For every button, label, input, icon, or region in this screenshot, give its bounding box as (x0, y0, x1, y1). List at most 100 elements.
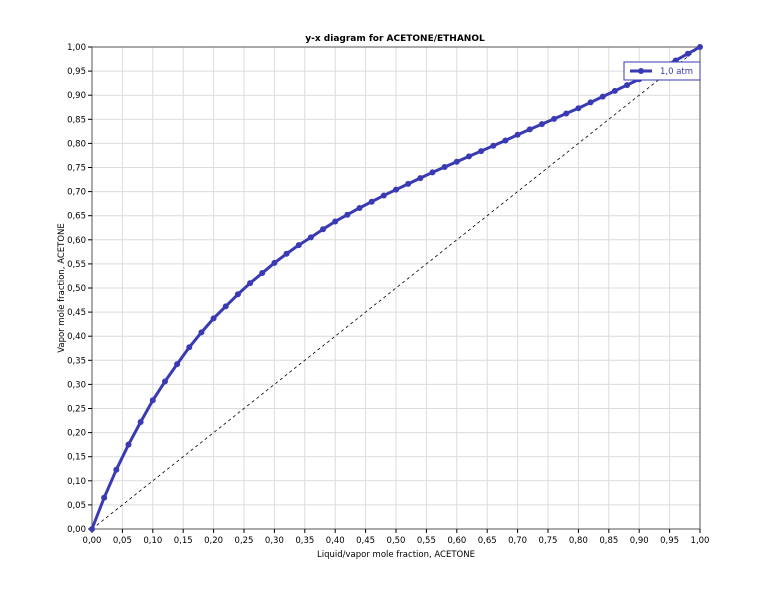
data-point (465, 153, 472, 160)
data-point (551, 115, 558, 122)
legend: 1,0 atm (623, 61, 701, 81)
x-tick-label: 0,45 (356, 536, 375, 546)
x-tick-label: 0,90 (630, 536, 649, 546)
data-point (247, 280, 254, 287)
data-point (307, 234, 314, 241)
data-point (89, 526, 95, 532)
y-tick-label: 0,95 (67, 67, 86, 77)
x-tick-label: 0,65 (478, 536, 497, 546)
x-tick-label: 0,30 (265, 536, 284, 546)
data-point (405, 180, 412, 187)
x-tick-label: 0,80 (569, 536, 588, 546)
data-point (697, 44, 703, 50)
y-tick-label: 0,60 (67, 236, 86, 246)
data-point (624, 82, 631, 89)
x-tick-label: 0,70 (508, 536, 527, 546)
x-axis-ticks: 0,00 0,05 0,10 0,15 0,20 0,25 0,30 0,35 0,40 0,45… (83, 529, 710, 546)
data-point (295, 242, 302, 249)
data-point (417, 175, 424, 182)
x-tick-label: 0,40 (326, 536, 345, 546)
x-tick-label: 0,95 (660, 536, 679, 546)
data-point (344, 211, 351, 218)
data-point (563, 110, 570, 117)
data-point (161, 378, 168, 385)
y-axis-ticks: 0,00 0,05 0,10 0,15 0,20 0,25 0,30 0,35 0,40 0,45… (67, 43, 92, 535)
data-point (186, 344, 193, 351)
data-point (271, 259, 278, 266)
x-tick-label: 0,20 (204, 536, 223, 546)
data-point (283, 250, 290, 257)
data-point (101, 494, 108, 501)
x-tick-label: 0,85 (599, 536, 618, 546)
x-tick-label: 0,10 (143, 536, 162, 546)
y-tick-label: 0,15 (67, 453, 86, 463)
data-point (149, 397, 156, 404)
data-point (599, 93, 606, 100)
y-tick-label: 0,20 (67, 429, 86, 439)
y-tick-label: 0,25 (67, 405, 86, 415)
data-point (587, 99, 594, 106)
data-point (259, 270, 266, 277)
data-point (125, 441, 132, 448)
data-point (514, 131, 521, 138)
data-point (502, 137, 509, 144)
x-tick-label: 1,00 (691, 536, 710, 546)
x-tick-label: 0,35 (295, 536, 314, 546)
y-tick-label: 0,85 (67, 115, 86, 125)
legend-marker (638, 68, 644, 74)
legend-label: 1,0 atm (660, 67, 693, 77)
y-tick-label: 0,90 (67, 91, 86, 101)
x-tick-label: 0,25 (235, 536, 254, 546)
data-point (210, 315, 217, 322)
y-axis-label: Vapor mole fraction, ACETONE (57, 223, 67, 353)
y-tick-label: 0,50 (67, 284, 86, 294)
y-tick-label: 0,35 (67, 356, 86, 366)
x-tick-label: 0,15 (174, 536, 193, 546)
data-point (174, 361, 181, 368)
chart-title: y-x diagram for ACETONE/ETHANOL (305, 34, 485, 44)
data-point (332, 218, 339, 225)
data-point (538, 121, 545, 128)
y-tick-label: 0,30 (67, 380, 86, 390)
data-point (490, 142, 497, 149)
y-tick-label: 0,80 (67, 139, 86, 149)
x-axis-label: Liquid/vapor mole fraction, ACETONE (317, 550, 475, 560)
y-tick-label: 0,70 (67, 188, 86, 198)
y-tick-label: 0,65 (67, 212, 86, 222)
data-point (222, 303, 229, 310)
y-tick-label: 0,75 (67, 164, 86, 174)
data-point (234, 291, 241, 298)
data-point (526, 126, 533, 133)
data-point (113, 466, 120, 473)
data-point (356, 204, 363, 211)
y-tick-label: 0,00 (67, 525, 86, 535)
data-point (393, 186, 399, 193)
data-point (611, 87, 618, 94)
data-point (380, 192, 387, 199)
y-tick-label: 0,45 (67, 308, 86, 318)
x-tick-label: 0,75 (539, 536, 558, 546)
data-point (198, 329, 205, 336)
data-point (684, 50, 691, 57)
legend-box (623, 61, 701, 81)
x-tick-label: 0,50 (387, 536, 406, 546)
data-point (368, 198, 375, 205)
data-point (137, 418, 144, 425)
data-point (453, 158, 460, 165)
y-tick-label: 0,05 (67, 501, 86, 511)
data-point (429, 169, 436, 176)
data-point (575, 105, 582, 112)
x-tick-label: 0,60 (447, 536, 466, 546)
data-point (478, 148, 485, 155)
y-tick-label: 1,00 (67, 43, 86, 53)
y-tick-label: 0,10 (67, 477, 86, 487)
data-point (441, 164, 448, 171)
x-tick-label: 0,55 (417, 536, 436, 546)
series-group (89, 44, 703, 532)
data-point (320, 226, 327, 233)
y-tick-label: 0,55 (67, 260, 86, 270)
x-tick-label: 0,05 (113, 536, 132, 546)
y-tick-label: 0,40 (67, 332, 86, 342)
